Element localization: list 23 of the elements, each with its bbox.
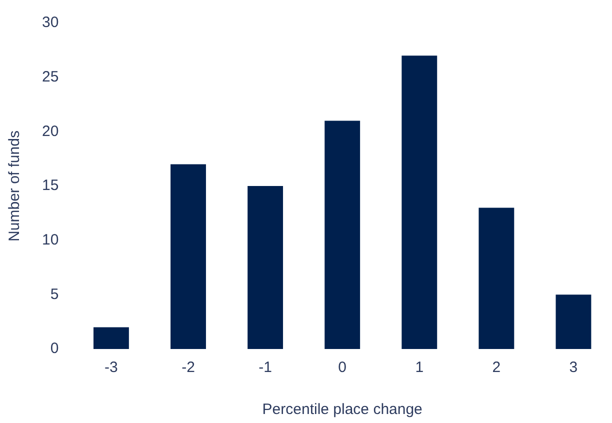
x-tick-label: -1 [258,359,272,376]
y-tick-label: 15 [42,177,59,194]
x-tick-label: -2 [182,359,195,376]
bar [324,120,360,349]
x-tick-label: 3 [569,359,578,376]
bar [402,56,438,349]
bar [556,294,592,349]
y-tick-label: 20 [42,122,59,140]
y-tick-label: 25 [42,68,59,86]
y-tick-label: 0 [50,340,59,358]
y-tick-label: 30 [42,14,59,32]
y-axis-title: Number of funds [6,130,24,242]
bar [170,164,206,349]
x-axis-title: Percentile place change [262,401,422,418]
x-tick-label: 2 [492,359,501,376]
x-tick-label: -3 [104,359,118,376]
bar [478,208,514,349]
y-tick-label: 10 [42,231,59,248]
x-tick-label: 0 [338,359,347,376]
y-tick-label: 5 [50,286,59,303]
bar [248,186,284,349]
bar [93,327,129,349]
x-tick-label: 1 [415,359,424,376]
